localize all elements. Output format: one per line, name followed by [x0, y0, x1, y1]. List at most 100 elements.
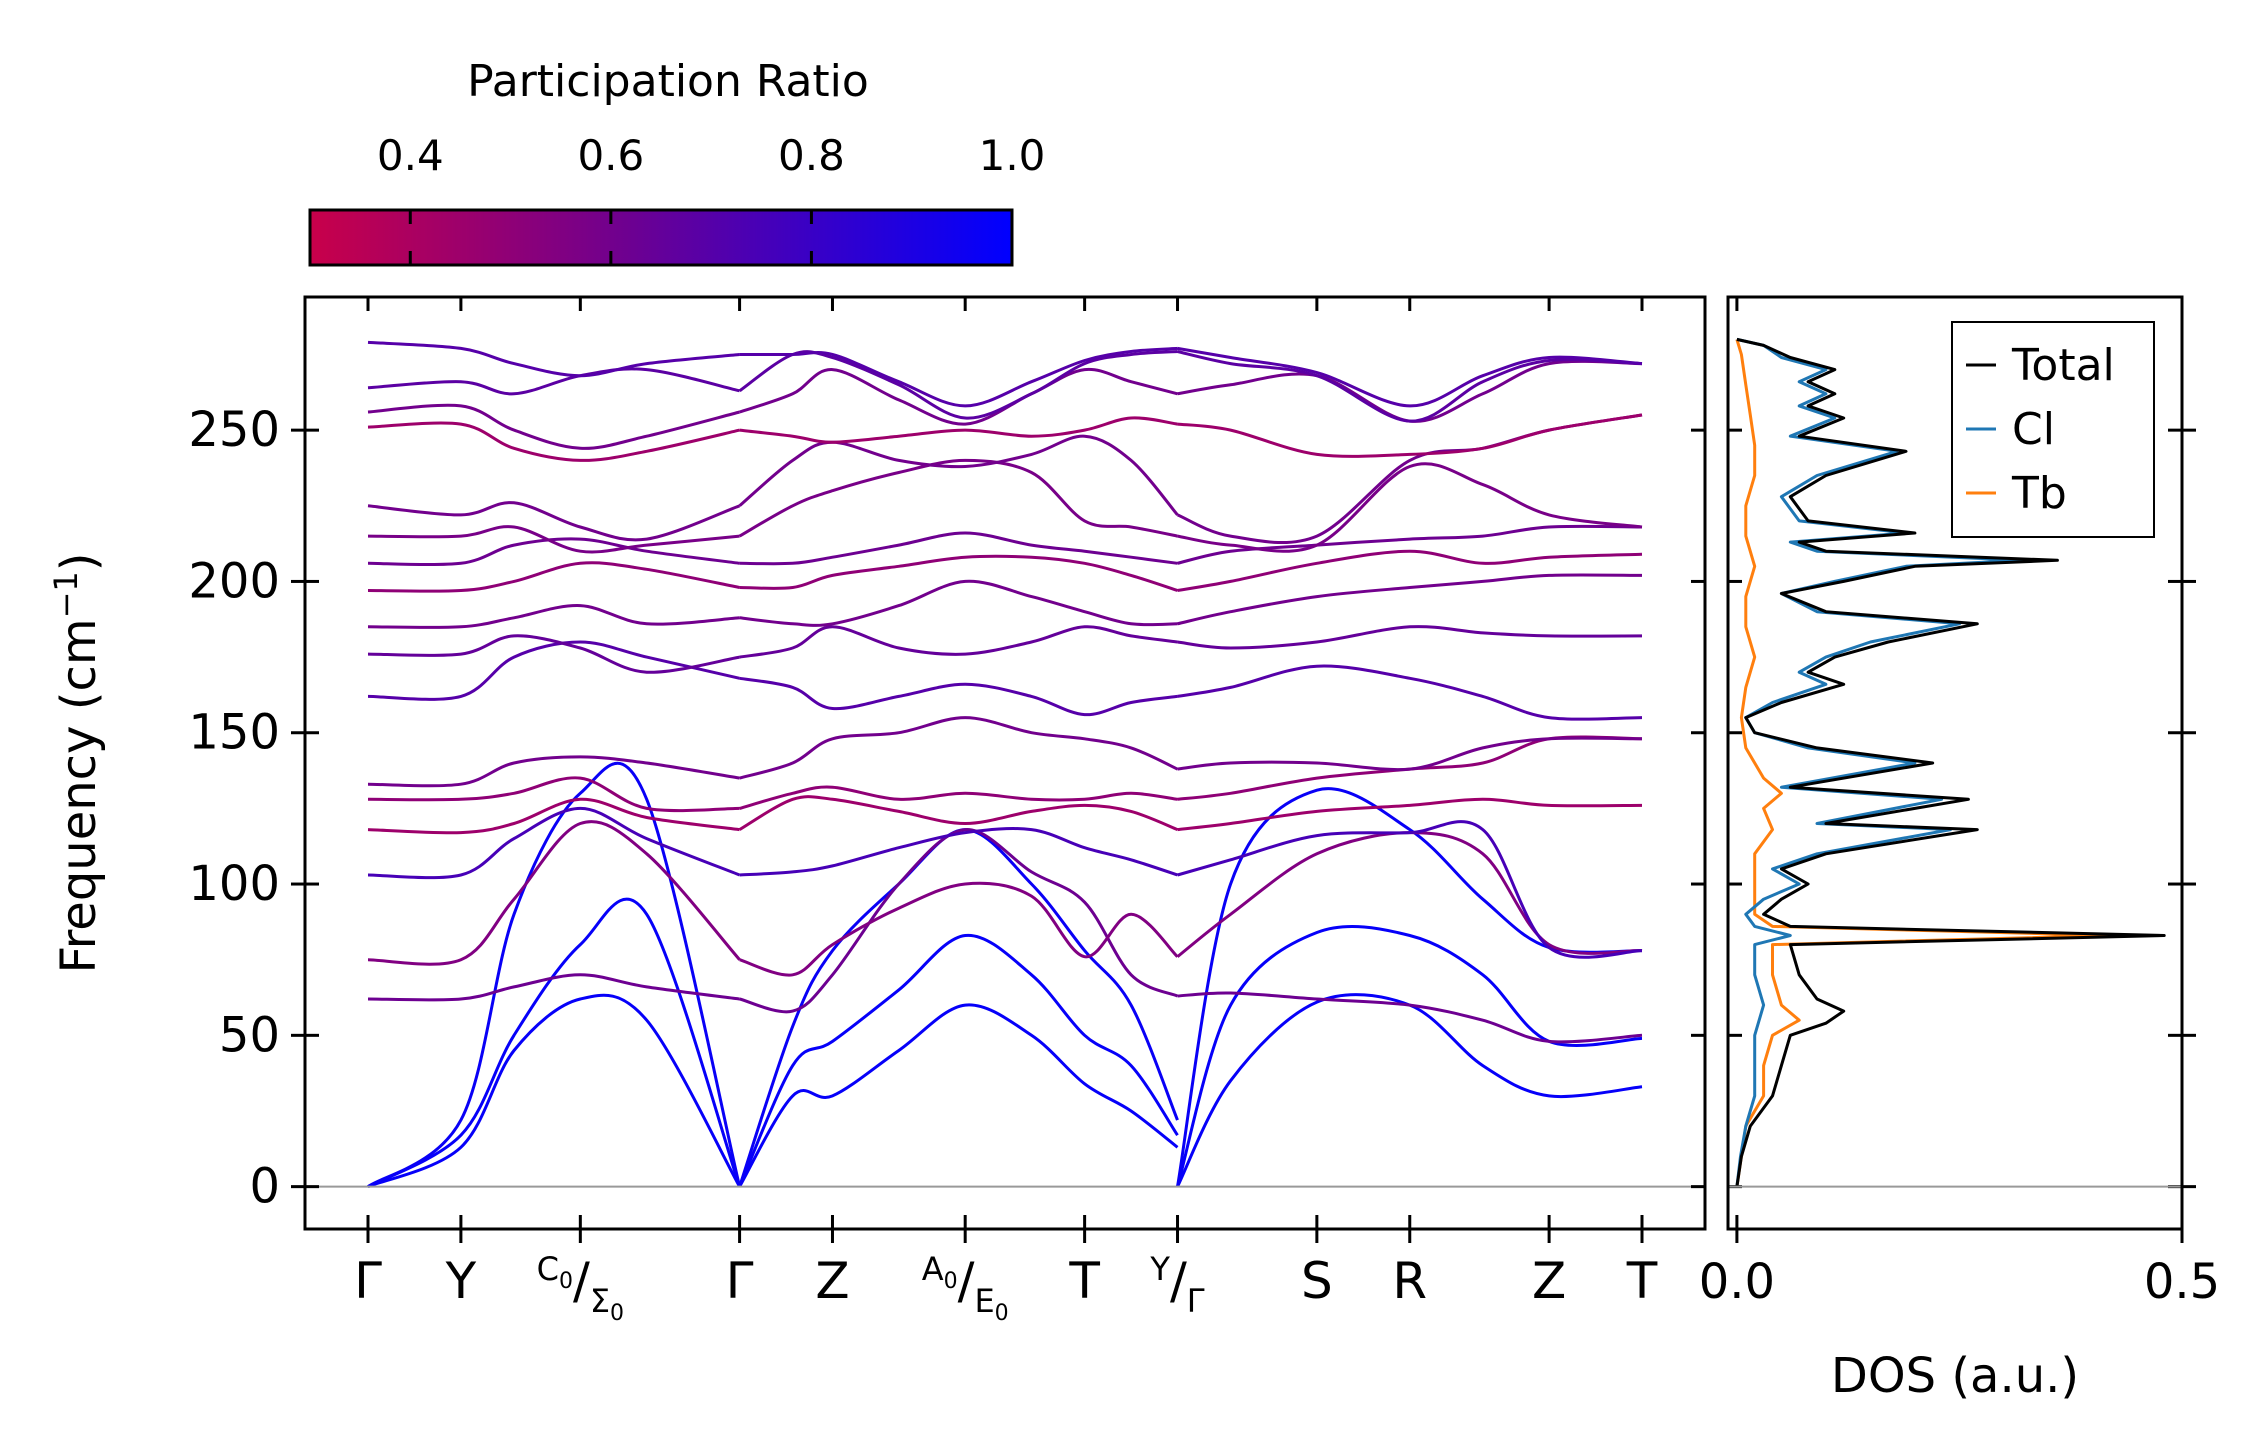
- phonon-band: [1177, 413, 1643, 458]
- y-axis-label: Frequency (cm−1): [47, 552, 107, 973]
- legend-label: Total: [2011, 340, 2115, 391]
- dos-axis-ticks: 0.0 0.5: [1699, 297, 2220, 1310]
- k-point-label: R: [1392, 1252, 1427, 1310]
- phonon-band: [738, 350, 1178, 420]
- phonon-band: [1177, 797, 1643, 832]
- colorbar-gradient: [308, 208, 1014, 267]
- phonon-band: [738, 795, 1179, 831]
- colorbar-tick-label: 0.8: [778, 131, 845, 180]
- phonon-band: [367, 421, 740, 462]
- phonon-band: [367, 634, 740, 674]
- phonon-band: [739, 881, 1179, 977]
- phonon-band: [367, 501, 741, 542]
- k-point-label: C0/Σ0: [537, 1250, 624, 1326]
- y-tick-label: 250: [188, 402, 280, 458]
- phonon-band: [1176, 831, 1643, 958]
- dos-line-tb: [1735, 338, 2113, 1187]
- k-point-label: A0/E0: [922, 1250, 1009, 1326]
- dos-x-tick-label: 0.5: [2144, 1254, 2220, 1310]
- y-tick-label: 150: [188, 705, 280, 761]
- phonon-band: [1177, 820, 1643, 959]
- phonon-band: [367, 973, 740, 1002]
- y-tick-label: 50: [219, 1007, 280, 1063]
- y-tick-label: 200: [188, 553, 280, 609]
- phonon-band: [1177, 549, 1643, 592]
- phonon-band: [367, 640, 740, 701]
- k-point-label: S: [1301, 1252, 1333, 1310]
- dos-legend: Total Cl Tb: [1951, 321, 2155, 538]
- colorbar-tick-label: 0.4: [377, 131, 444, 180]
- phonon-band: [739, 346, 1178, 408]
- band-lines: [367, 340, 1643, 1188]
- colorbar-tick-label: 0.6: [577, 131, 644, 180]
- phonon-band: [739, 367, 1178, 426]
- phonon-band: [739, 416, 1178, 444]
- phonon-band: [739, 785, 1178, 810]
- phonon-band: [739, 625, 1178, 659]
- phonon-band: [738, 458, 1178, 538]
- phonon-band: [367, 403, 740, 450]
- phonon-band: [1177, 625, 1643, 650]
- phonon-band: [739, 716, 1179, 780]
- dos-lines: [1735, 337, 2166, 1187]
- band-axes-frame: [303, 295, 1707, 1231]
- phonon-band: [1177, 462, 1643, 553]
- phonon-band: [367, 806, 741, 880]
- k-point-label: Y/Γ: [1149, 1250, 1204, 1320]
- dos-x-axis-label: DOS (a.u.): [1831, 1348, 2079, 1404]
- k-point-label: Z: [815, 1252, 849, 1310]
- phonon-band: [739, 579, 1178, 627]
- phonon-band: [367, 820, 741, 966]
- phonon-band: [738, 933, 1179, 1188]
- dos-axes: 0.0 0.5 DOS (a.u.) Total Cl Tb: [1699, 295, 2220, 1404]
- phonon-band: [1177, 991, 1643, 1044]
- phonon-band: [1176, 925, 1643, 1188]
- phonon-band: [1177, 524, 1643, 565]
- legend-label: Cl: [2012, 404, 2055, 455]
- phonon-band: [367, 755, 740, 788]
- k-point-label: Γ: [726, 1252, 754, 1310]
- phonon-band: [367, 993, 741, 1188]
- phonon-band: [1176, 993, 1643, 1188]
- phonon-band: [367, 367, 740, 396]
- phonon-band: [1177, 573, 1643, 626]
- colorbar-title: Participation Ratio: [467, 56, 869, 107]
- phonon-band: [1177, 350, 1643, 423]
- dos-axes-frame: [1726, 295, 2184, 1231]
- phonon-band: [367, 340, 740, 378]
- phonon-band: [367, 561, 740, 593]
- phonon-band: [739, 554, 1178, 592]
- colorbar-ticks: 0.4 0.6 0.8 1.0: [377, 131, 1046, 265]
- band-structure-axes: 0 50 100 150 200 250 Γ Y C0/Σ0 Γ Z A0/E0 T Y/Γ S R Z T Fr…: [47, 295, 1707, 1326]
- phonon-band: [367, 525, 740, 554]
- phonon-band: [367, 776, 740, 813]
- colorbar-tick-label: 1.0: [979, 131, 1046, 180]
- phonon-band: [1177, 359, 1643, 423]
- phonon-band: [1177, 736, 1643, 772]
- k-point-label: T: [1626, 1252, 1658, 1310]
- k-point-label: Γ: [354, 1252, 382, 1310]
- phonon-band: [367, 797, 740, 835]
- dos-x-tick-label: 0.0: [1699, 1254, 1775, 1310]
- phonon-band: [739, 827, 1178, 877]
- y-tick-label: 100: [188, 856, 280, 912]
- phonon-band: [738, 1003, 1179, 1188]
- phonon-band: [738, 434, 1179, 516]
- phonon-band: [367, 897, 742, 1188]
- k-point-label: Z: [1532, 1252, 1566, 1310]
- k-point-label: Y: [445, 1252, 477, 1310]
- phonon-band: [367, 604, 740, 629]
- dos-line-total: [1735, 337, 2166, 1187]
- phonon-band: [1176, 787, 1643, 1187]
- colorbar: Participation Ratio 0.4 0.6 0.8 1.0: [308, 56, 1046, 267]
- phonon-band: [739, 828, 1179, 1014]
- band-axis-ticks: 0 50 100 150 200 250 Γ Y C0/Σ0 Γ Z A0/E0 T Y/Γ S R Z T: [188, 297, 1705, 1326]
- phonon-band: [739, 676, 1178, 717]
- phonon-band: [1177, 346, 1643, 408]
- legend-label: Tb: [2011, 468, 2067, 519]
- y-tick-label: 0: [249, 1159, 280, 1215]
- phonon-band: [1177, 664, 1643, 721]
- phonon-band: [739, 531, 1178, 566]
- k-point-label: T: [1068, 1252, 1100, 1310]
